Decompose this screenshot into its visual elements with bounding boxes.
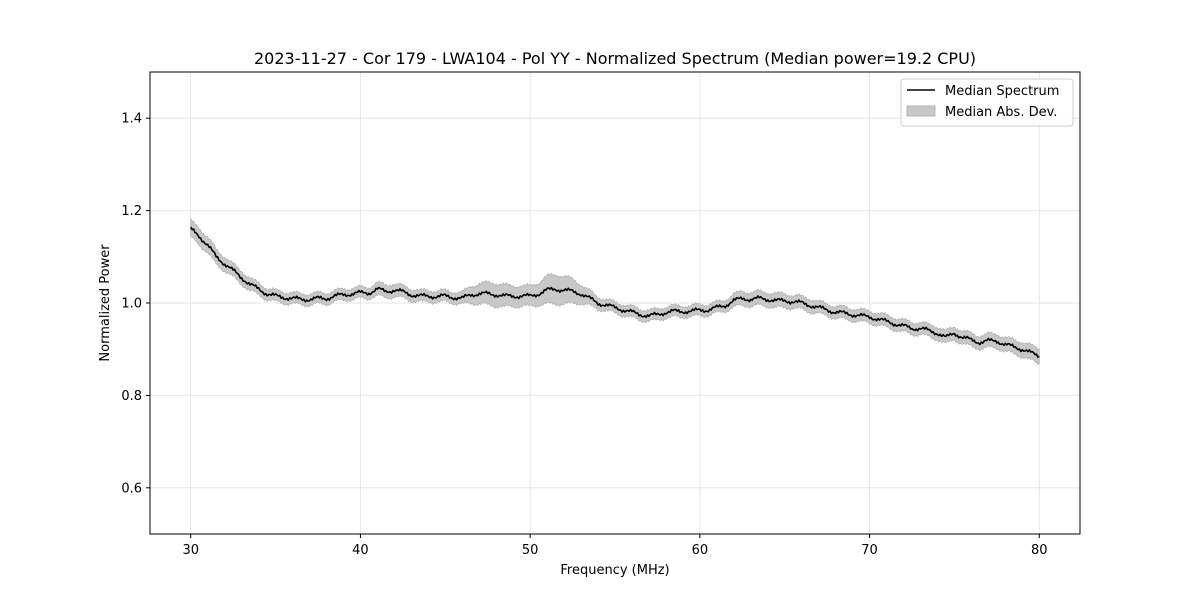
y-tick-label: 1.0 (121, 297, 142, 312)
x-tick-label: 50 (522, 543, 539, 558)
y-tick-label: 0.8 (121, 389, 142, 404)
x-tick-label: 70 (861, 543, 878, 558)
y-tick-label: 1.4 (121, 112, 142, 127)
x-tick-label: 80 (1031, 543, 1048, 558)
y-tick-label: 1.2 (121, 204, 142, 219)
chart-title: 2023-11-27 - Cor 179 - LWA104 - Pol YY -… (254, 49, 976, 68)
median-spectrum-line (190, 226, 1040, 359)
legend-label-median-abs-dev: Median Abs. Dev. (945, 105, 1057, 120)
x-tick-label: 30 (182, 543, 199, 558)
y-axis-label: Normalized Power (98, 244, 113, 362)
y-axis-ticks: 0.6 0.8 1.0 1.2 1.4 (121, 112, 150, 496)
x-axis-ticks: 30 40 50 60 70 80 (182, 534, 1048, 558)
x-tick-label: 60 (692, 543, 709, 558)
legend: Median Spectrum Median Abs. Dev. (900, 78, 1074, 127)
legend-box (900, 78, 1074, 127)
median-line-layer (190, 226, 1040, 359)
y-tick-label: 0.6 (121, 481, 142, 496)
x-tick-label: 40 (352, 543, 369, 558)
legend-band-swatch (906, 105, 936, 117)
x-axis-label: Frequency (MHz) (560, 563, 669, 578)
legend-label-median-spectrum: Median Spectrum (945, 84, 1059, 99)
